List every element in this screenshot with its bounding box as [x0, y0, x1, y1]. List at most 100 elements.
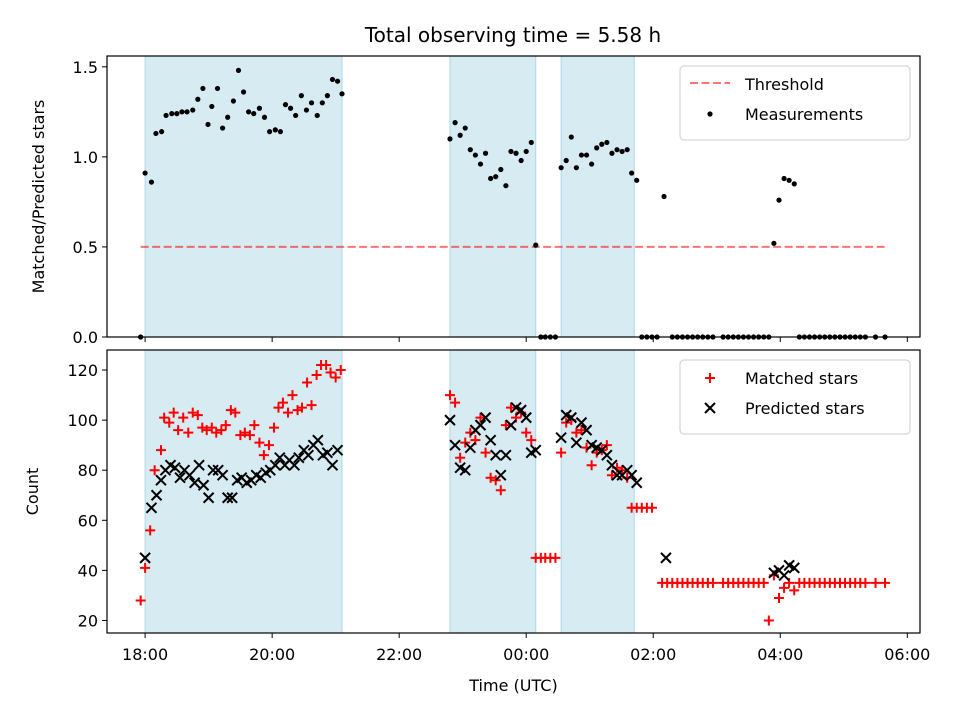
matched-point	[311, 370, 322, 381]
matched-point	[617, 465, 628, 476]
matched-point	[561, 417, 572, 428]
matched-point	[296, 402, 307, 413]
predicted-point	[331, 444, 344, 456]
measurement-point	[219, 125, 226, 131]
matched-point	[773, 592, 784, 603]
matched-point	[211, 427, 222, 438]
matched-point	[586, 460, 597, 471]
matched-point	[206, 422, 217, 433]
predicted-point	[226, 492, 238, 504]
measurement-point	[195, 96, 201, 102]
predicted-point	[479, 411, 492, 424]
matched-point	[758, 577, 769, 588]
measurement-point	[573, 165, 579, 171]
predicted-point	[183, 469, 196, 481]
matched-point	[571, 427, 582, 438]
measurement-point	[609, 150, 615, 156]
measurement-point	[282, 102, 289, 108]
predicted-point	[207, 464, 219, 476]
matched-point	[230, 407, 241, 418]
matched-point	[321, 360, 332, 371]
y-axis-label: Count	[23, 468, 42, 516]
measurement-point	[472, 152, 478, 158]
measurement-point	[523, 148, 529, 155]
matched-point	[164, 417, 175, 428]
matched-point	[306, 400, 317, 411]
legend-label: Measurements	[745, 105, 863, 124]
measurement-point	[634, 177, 640, 183]
matched-point	[201, 425, 212, 436]
matched-point	[763, 615, 774, 626]
shaded-interval-1	[449, 55, 537, 338]
measurement-point	[589, 161, 595, 167]
measurement-point	[319, 100, 325, 106]
matched-point	[444, 390, 455, 401]
measurement-point	[261, 114, 268, 120]
measurement-point	[200, 85, 206, 92]
shaded-interval-0	[144, 55, 343, 338]
legend-measurement-swatch	[707, 111, 713, 117]
measurement-point	[518, 157, 524, 164]
matched-point	[183, 427, 194, 438]
y-tick-label: 80	[78, 461, 98, 480]
predicted-point	[495, 469, 507, 481]
matched-point	[283, 407, 294, 418]
predicted-point	[660, 552, 672, 564]
predicted-point	[155, 474, 167, 486]
measurement-point	[142, 170, 148, 176]
matched-point	[475, 412, 486, 423]
matched-point	[244, 430, 255, 441]
y-tick-label: 120	[67, 361, 98, 380]
measurement-point	[256, 105, 263, 111]
predicted-point	[321, 446, 334, 459]
predicted-point	[606, 459, 618, 471]
measurement-point	[594, 145, 600, 151]
measurement-point	[457, 132, 463, 138]
predicted-point	[580, 424, 593, 436]
predicted-point	[625, 469, 638, 481]
matched-point	[155, 445, 166, 456]
matched-point	[860, 577, 871, 588]
x-tick-label: 18:00	[122, 645, 168, 664]
predicted-point	[202, 492, 215, 504]
matched-point	[273, 402, 284, 413]
x-tick-label: 00:00	[503, 645, 549, 664]
measurement-point	[339, 91, 345, 97]
measurement-point	[163, 112, 169, 119]
measurement-point	[267, 129, 273, 135]
measurement-point	[503, 183, 509, 189]
matched-point	[480, 447, 491, 458]
y-tick-label: 100	[67, 411, 98, 430]
axes-frame	[106, 349, 921, 634]
measurement-point	[661, 193, 667, 200]
measurement-point	[493, 174, 499, 180]
measurement-point	[771, 240, 777, 246]
matched-point	[149, 465, 160, 476]
legend-predicted-swatch	[704, 402, 716, 414]
measurement-point	[240, 89, 247, 95]
predicted-point	[444, 414, 456, 426]
predicted-point	[515, 404, 527, 416]
predicted-point	[139, 552, 151, 564]
matched-point	[258, 450, 269, 461]
matched-point	[249, 420, 260, 431]
measurement-point	[298, 93, 304, 99]
predicted-point	[778, 569, 790, 582]
matched-point	[287, 390, 298, 401]
y-tick-label: 60	[78, 511, 98, 530]
matched-point	[601, 440, 612, 451]
ratio-panel: 0.0 0.5 1.0 1.5 Matched/Predicted stars Thres…	[29, 55, 921, 347]
legend-label: Predicted stars	[745, 399, 865, 418]
x-tick-label: 22:00	[376, 645, 422, 664]
measurement-point	[462, 125, 468, 131]
matched-point	[880, 577, 891, 588]
matched-point	[145, 525, 156, 536]
y-axis-label: Matched/Predicted stars	[29, 100, 48, 294]
matched-point	[521, 427, 532, 438]
predicted-point	[288, 459, 301, 471]
measurement-point	[277, 129, 283, 135]
predicted-point	[145, 502, 158, 514]
measurement-point	[287, 105, 294, 111]
y-tick-label: 40	[78, 561, 98, 580]
measurement-point	[624, 147, 630, 153]
